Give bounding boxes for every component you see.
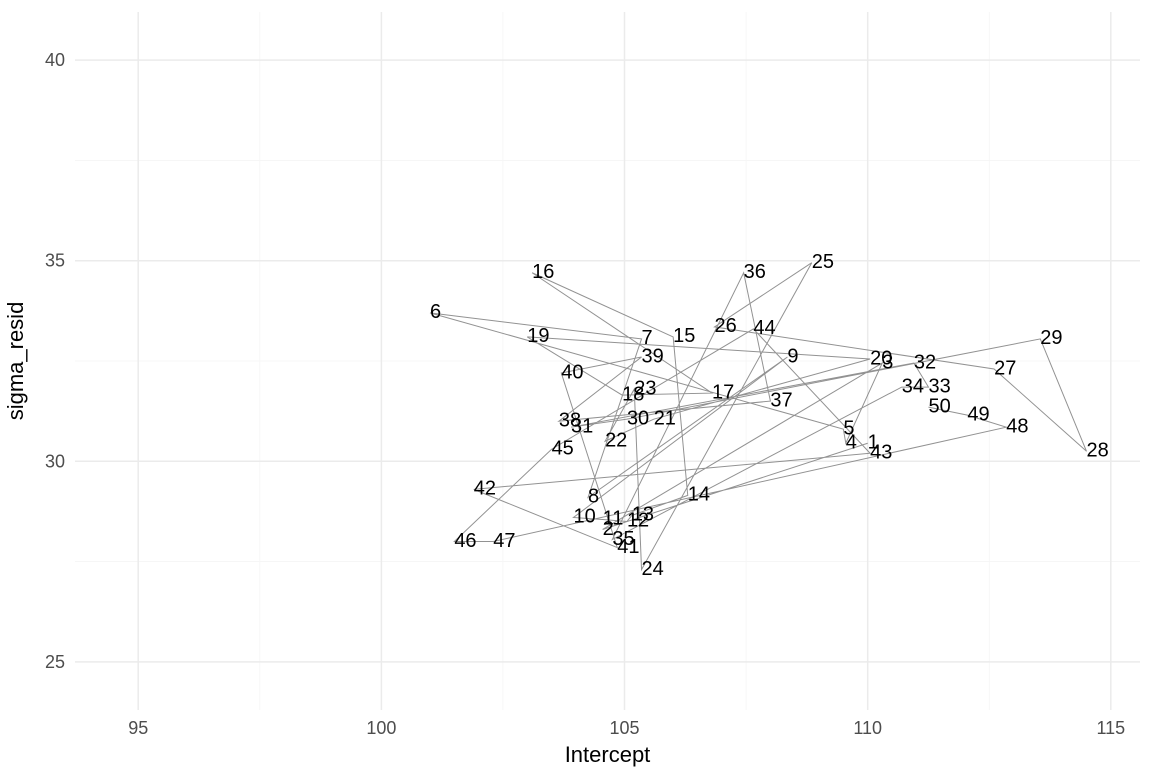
point-label: 36 <box>744 261 766 283</box>
point-label: 43 <box>870 442 892 464</box>
y-tick-label: 30 <box>45 451 65 471</box>
point-label: 33 <box>928 375 950 397</box>
point-label: 40 <box>561 361 583 383</box>
y-tick-labels: 25 30 35 40 <box>45 50 65 672</box>
point-label: 11 <box>603 508 624 530</box>
point-label: 47 <box>493 530 515 552</box>
point-label: 41 <box>617 536 639 558</box>
chart-svg: 1234567891011121314151617181920212223242… <box>0 0 1152 768</box>
point-label: 20 <box>870 347 892 369</box>
point-label: 19 <box>527 325 549 347</box>
y-tick-label: 25 <box>45 652 65 672</box>
point-label: 24 <box>642 558 664 580</box>
x-axis-title: Intercept <box>565 742 651 767</box>
point-label: 38 <box>559 409 581 431</box>
point-label: 34 <box>902 375 924 397</box>
point-label: 48 <box>1006 415 1028 437</box>
point-label: 42 <box>474 478 496 500</box>
point-label: 22 <box>605 430 627 452</box>
x-tick-label: 115 <box>1096 718 1125 738</box>
point-label: 5 <box>843 417 854 439</box>
point-label: 21 <box>654 407 676 429</box>
point-label: 13 <box>632 504 654 526</box>
point-label: 50 <box>928 395 950 417</box>
x-tick-labels: 95 100 105 110 115 <box>128 718 1125 738</box>
point-label: 28 <box>1087 440 1109 462</box>
point-label: 17 <box>712 381 734 403</box>
y-tick-label: 40 <box>45 50 65 70</box>
point-label: 44 <box>753 317 775 339</box>
point-label: 14 <box>688 484 710 506</box>
point-label: 37 <box>770 389 792 411</box>
x-tick-label: 105 <box>609 718 639 738</box>
point-label: 23 <box>634 377 656 399</box>
chart-container: 1234567891011121314151617181920212223242… <box>0 0 1152 768</box>
point-label: 29 <box>1040 327 1062 349</box>
point-label: 6 <box>430 301 441 323</box>
point-label: 9 <box>787 345 798 367</box>
x-tick-label: 95 <box>128 718 148 738</box>
point-label: 46 <box>454 530 476 552</box>
point-label: 32 <box>914 351 936 373</box>
x-tick-label: 100 <box>366 718 396 738</box>
point-label: 49 <box>967 403 989 425</box>
y-axis-title: sigma_resid <box>3 302 28 421</box>
point-label: 15 <box>673 325 695 347</box>
y-tick-label: 35 <box>45 251 65 271</box>
x-tick-label: 110 <box>853 718 882 738</box>
point-label: 45 <box>552 438 574 460</box>
point-label: 30 <box>627 407 649 429</box>
point-label: 26 <box>714 315 736 337</box>
point-label: 39 <box>642 345 664 367</box>
point-label: 25 <box>812 251 834 273</box>
point-label: 16 <box>532 261 554 283</box>
point-label: 27 <box>994 357 1016 379</box>
point-label: 8 <box>588 486 599 508</box>
point-label: 10 <box>573 506 595 528</box>
